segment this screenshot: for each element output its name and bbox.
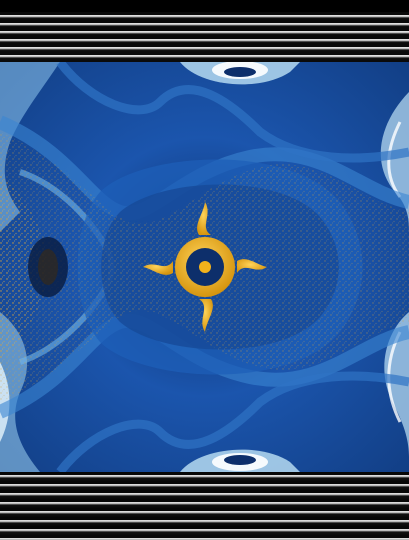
bottom-stripe-band [0, 472, 409, 540]
marbled-pattern [0, 62, 409, 472]
sun-icon [143, 202, 267, 332]
top-stripe-band [0, 0, 409, 62]
marbled-artwork [0, 62, 409, 472]
